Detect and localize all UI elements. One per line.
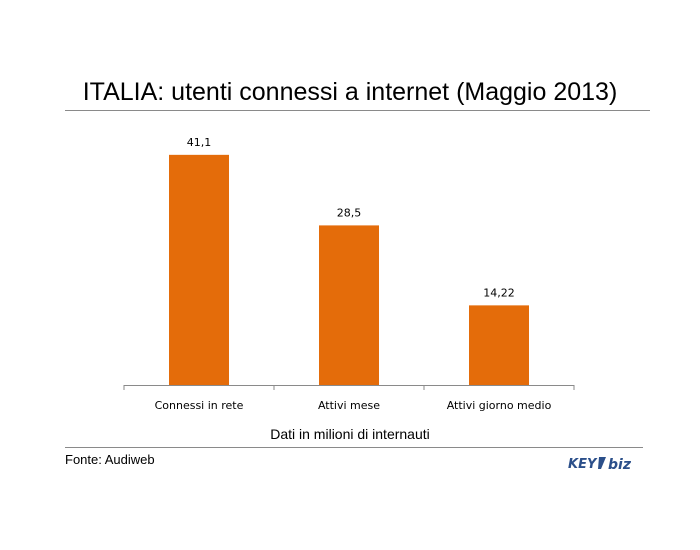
x-tick-labels-group: Connessi in rete Attivi mese Attivi giorno…: [155, 399, 552, 412]
chart-title: ITALIA: utenti connessi a internet (Magg…: [82, 78, 618, 106]
bars-group: [169, 154, 529, 385]
bar: [469, 305, 529, 385]
source-note: Fonte: Audiweb: [65, 452, 155, 467]
footer-divider: [65, 447, 643, 448]
bar: [319, 225, 379, 385]
x-tick-label: Connessi in rete: [155, 399, 244, 412]
data-label: 14,22: [483, 286, 515, 299]
bar: [169, 154, 229, 385]
data-label: 41,1: [187, 136, 212, 149]
x-tick-label: Attivi giorno medio: [447, 399, 552, 412]
logo-text-left: KEY: [568, 457, 598, 472]
x-tick-label: Attivi mese: [318, 399, 380, 412]
data-labels-group: 41,1 28,5 14,22: [187, 136, 515, 300]
data-label: 28,5: [337, 206, 362, 219]
title-divider: [65, 110, 650, 111]
logo-text-right: biz: [608, 457, 632, 473]
x-axis-label: Dati in milioni di internauti: [270, 426, 430, 442]
logo-mark-icon: [598, 457, 606, 469]
bar-chart: 41,1 28,5 14,22 Connessi in rete Attivi mes…: [123, 136, 575, 412]
key4biz-logo: KEY biz: [568, 457, 632, 473]
x-axis: [123, 385, 575, 390]
